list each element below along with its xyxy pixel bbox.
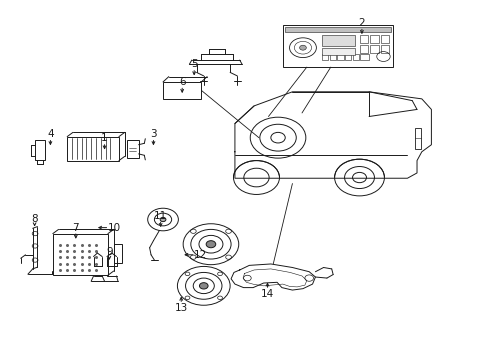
Text: 9: 9 [106,247,112,257]
Circle shape [160,217,165,222]
Text: 5: 5 [190,59,197,69]
Bar [369,45,378,53]
Bar [345,54,351,60]
Bar [380,35,388,43]
Text: 11: 11 [154,211,167,221]
Text: 3: 3 [150,129,157,139]
Bar [282,25,392,67]
Bar [369,35,378,43]
Text: 12: 12 [193,250,206,260]
Bar [360,54,368,60]
Bar [35,140,45,159]
Bar [414,129,421,149]
Bar [359,45,367,53]
Text: 10: 10 [107,222,121,233]
Text: 14: 14 [260,289,274,298]
Bar [322,54,328,60]
Circle shape [206,241,215,248]
Text: 8: 8 [31,214,38,224]
Text: 7: 7 [72,222,79,233]
Bar [359,35,367,43]
Bar [352,54,358,60]
Bar [329,54,335,60]
Text: 6: 6 [179,77,185,87]
Bar [285,27,390,32]
Bar [163,82,201,99]
Text: 4: 4 [47,129,54,139]
Text: 1: 1 [101,133,108,143]
Bar [380,45,388,53]
Bar [67,136,119,161]
Bar [127,140,138,158]
Bar [322,35,354,46]
Text: 13: 13 [174,303,187,313]
Circle shape [199,283,208,289]
Bar [113,244,122,263]
Bar [337,54,343,60]
Bar [322,48,354,55]
Text: 2: 2 [358,18,365,28]
Circle shape [299,45,305,50]
Bar [53,234,108,275]
